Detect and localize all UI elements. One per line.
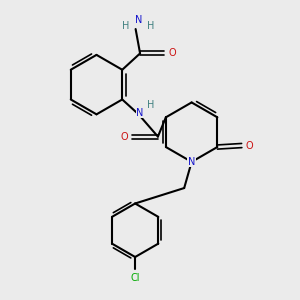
Text: H: H [147,100,155,110]
Text: N: N [188,157,195,167]
Text: Cl: Cl [130,273,140,283]
Text: N: N [136,108,144,118]
Text: O: O [168,48,176,59]
Text: O: O [245,140,253,151]
Text: H: H [122,21,130,31]
Text: O: O [121,132,128,142]
Text: H: H [147,21,154,31]
Text: N: N [135,14,142,25]
